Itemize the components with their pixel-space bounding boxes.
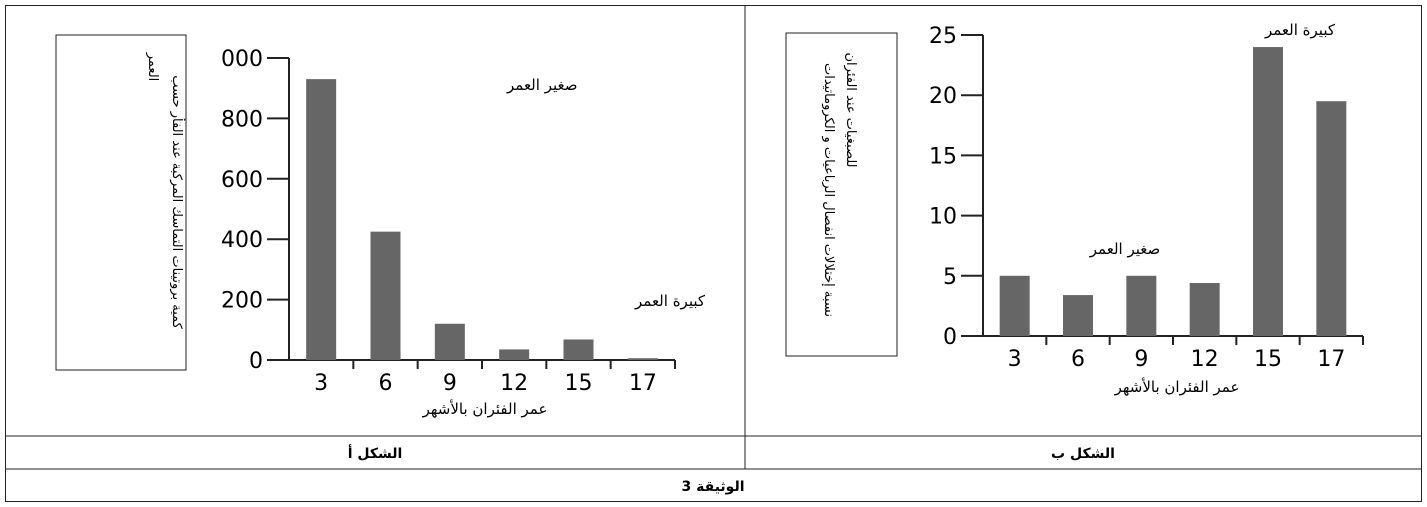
table-frame — [5, 5, 1422, 502]
y-tick-label: 10 — [929, 205, 957, 230]
y-tick-label: 0 — [943, 325, 957, 350]
y-tick-label: 200 — [221, 289, 263, 314]
y-tick-label: 15 — [929, 144, 957, 169]
bar — [627, 358, 658, 360]
y-tick-label: 5 — [943, 265, 957, 290]
chart-a-annotation-young: صغير العمر — [506, 76, 577, 94]
x-tick-label: 3 — [314, 371, 328, 396]
chart-a-ylabel-line-1: كمية بروتينات التماسك المركبة عند الفأر … — [169, 75, 187, 329]
y-tick-label: 20 — [929, 84, 957, 109]
chart-b-ylabel-line-2: للصبغيات عند الفئران — [843, 52, 858, 167]
x-tick-label: 3 — [1008, 347, 1022, 372]
chart-a-ylabel-box — [55, 34, 187, 371]
chart-b-annotation-young: صغير العمر — [1089, 240, 1160, 258]
chart-a-xlabel: عمر الفئران بالأشهر — [422, 399, 548, 418]
x-tick-label: 15 — [565, 371, 593, 396]
x-tick-label: 12 — [1191, 347, 1219, 372]
x-tick-label: 6 — [379, 371, 393, 396]
caption-figure-a: الشكل أ — [348, 444, 403, 462]
bar — [1126, 275, 1157, 336]
bar — [999, 275, 1030, 336]
y-tick-label: 0 — [249, 349, 263, 374]
x-tick-label: 9 — [443, 371, 457, 396]
bar — [306, 79, 337, 360]
x-tick-label: 9 — [1134, 347, 1148, 372]
bar — [434, 323, 465, 360]
y-tick-label: 000 — [221, 47, 263, 72]
caption-figure-b: الشكل ب — [1051, 446, 1115, 462]
bar — [1253, 47, 1283, 336]
bar — [1063, 295, 1093, 336]
x-tick-label: 15 — [1254, 347, 1282, 372]
y-tick-label: 800 — [221, 107, 263, 132]
chart-a: كمية بروتينات التماسك المركبة عند الفأر … — [55, 34, 706, 418]
chart-a-ylabel-line-2: العمر — [145, 52, 160, 82]
bar — [499, 349, 530, 360]
x-tick-label: 6 — [1071, 347, 1085, 372]
document-3: الشكل أ الشكل ب الوثيقة 3 كمية بروتينات … — [5, 5, 1422, 502]
bar — [563, 339, 594, 360]
chart-a-annotation-old: كبيرة العمر — [634, 292, 706, 310]
bar — [1316, 101, 1347, 336]
y-tick-label: 400 — [221, 228, 263, 253]
y-tick-label: 25 — [929, 24, 957, 49]
chart-b-ylabel-line-1: نسبة إختلالات انفصال الرباعيات و الكروما… — [821, 63, 836, 317]
chart-b-ylabel-box — [785, 32, 898, 357]
chart-b: نسبة إختلالات انفصال الرباعيات و الكروما… — [785, 21, 1364, 396]
chart-b-annotation-old: كبيرة العمر — [1264, 21, 1336, 39]
bar — [370, 231, 401, 360]
y-tick-label: 600 — [221, 168, 263, 193]
x-tick-label: 17 — [629, 371, 657, 396]
x-tick-label: 12 — [500, 371, 528, 396]
document-label: الوثيقة 3 — [682, 479, 745, 495]
x-tick-label: 17 — [1317, 347, 1345, 372]
bar — [1189, 283, 1220, 336]
chart-b-xlabel: عمر الفئران بالأشهر — [1114, 377, 1240, 396]
